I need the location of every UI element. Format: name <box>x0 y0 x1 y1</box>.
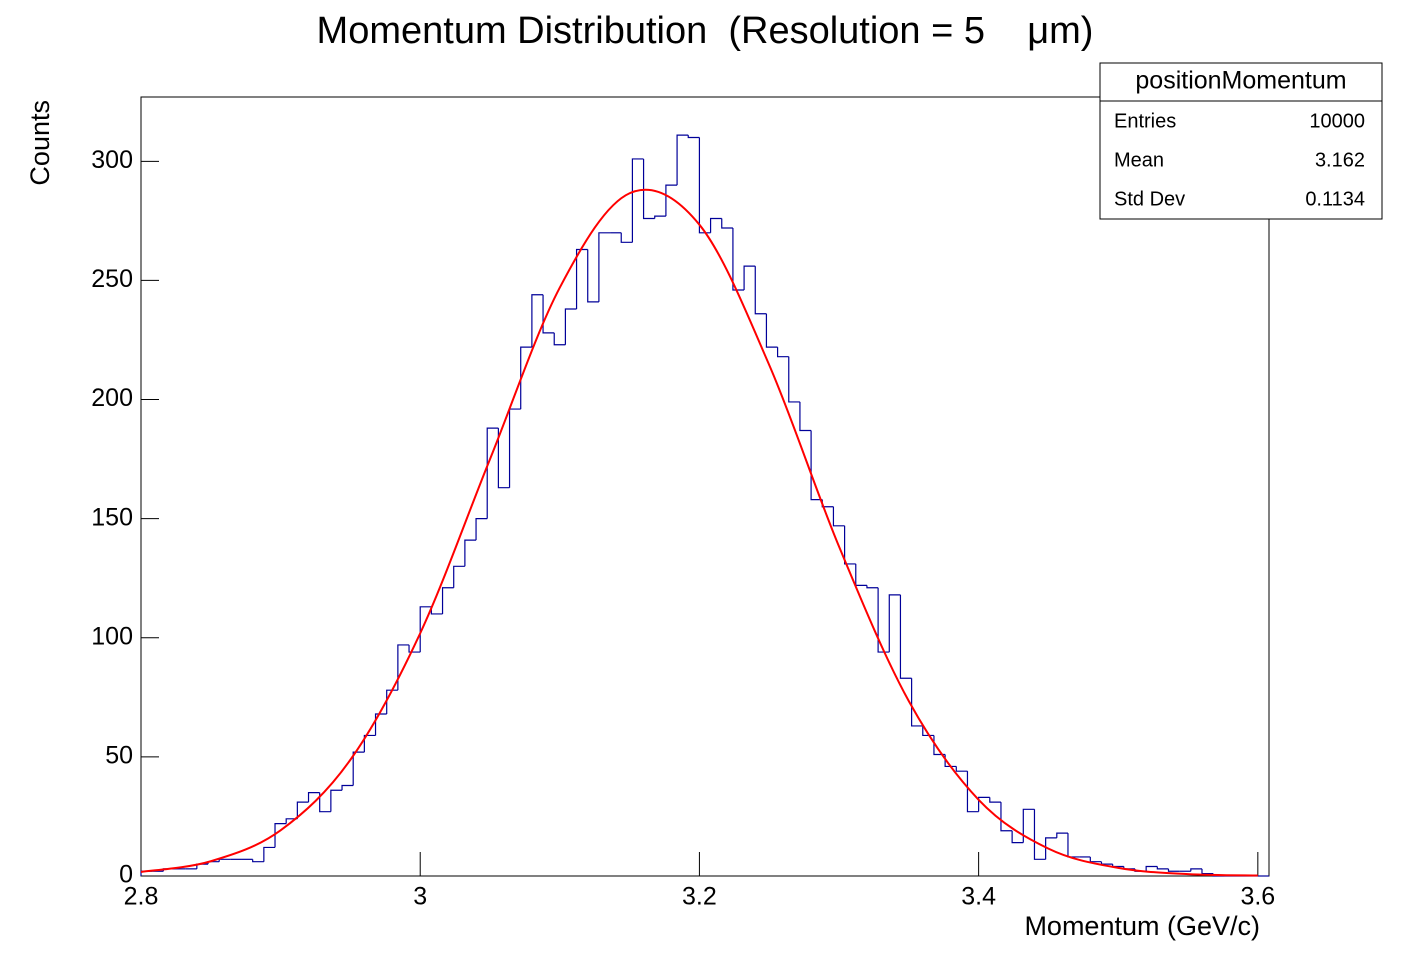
y-tick-label: 100 <box>91 622 133 650</box>
frame <box>140 96 1270 877</box>
y-axis-label: Counts <box>25 100 55 186</box>
histogram-bin <box>844 525 856 565</box>
histogram-bin <box>765 313 778 348</box>
histogram-bin <box>419 606 432 653</box>
histogram-bin <box>631 158 644 243</box>
histogram-bin <box>1045 837 1057 860</box>
histogram-bin <box>531 294 544 348</box>
y-tick-label: 300 <box>91 146 133 174</box>
histogram-bin <box>464 539 477 567</box>
histogram-bin <box>352 751 365 786</box>
histogram-bin <box>676 134 689 186</box>
histogram-bin <box>285 818 298 824</box>
histogram-bin <box>620 232 633 243</box>
histogram-bin <box>665 184 678 217</box>
y-tick-label: 250 <box>91 265 133 293</box>
fit-curve <box>140 188 1258 877</box>
stats-value: 0.1134 <box>1305 188 1365 210</box>
histogram-bin <box>1167 868 1180 872</box>
histogram-bin <box>274 822 287 848</box>
histogram-bin <box>810 430 823 501</box>
histogram-bin <box>732 228 745 291</box>
histogram-bin <box>575 248 588 310</box>
histogram-bin <box>1145 865 1158 872</box>
y-tick-label: 150 <box>91 503 133 531</box>
histogram-bin <box>397 644 410 691</box>
histogram-bin <box>799 401 812 432</box>
histogram-bin <box>453 565 465 588</box>
histogram-bin <box>1201 868 1214 875</box>
histogram-bin <box>642 158 655 220</box>
histogram-bin <box>263 846 276 862</box>
stats-label: Mean <box>1114 149 1164 171</box>
histogram-bin <box>877 587 890 653</box>
histogram-bin <box>553 332 566 346</box>
histogram-bin <box>341 784 354 791</box>
histogram-bin <box>542 294 555 334</box>
chart-title: Momentum Distribution (Resolution = 5 μm… <box>317 10 1094 52</box>
histogram-bin <box>832 506 845 527</box>
histogram-bin <box>743 265 756 290</box>
histogram-bin <box>1190 868 1202 872</box>
histogram-bin <box>888 594 901 653</box>
histogram-bin <box>1000 802 1013 832</box>
histogram-bin <box>598 232 611 302</box>
histogram-bin <box>911 678 923 727</box>
x-tick-label: 3.6 <box>1240 883 1275 911</box>
stats-label: Entries <box>1114 110 1176 132</box>
stats-title: positionMomentum <box>1135 67 1346 95</box>
histogram-bin <box>698 137 711 234</box>
histogram-bin <box>1022 808 1035 843</box>
histogram-bin <box>330 789 343 812</box>
y-tick-label: 0 <box>119 861 133 889</box>
histogram-bin <box>475 518 488 541</box>
histogram-bin <box>319 792 331 813</box>
x-axis-label: Momentum (GeV/c) <box>1024 911 1260 941</box>
histogram-bin <box>374 713 387 736</box>
histogram-bin <box>966 771 979 813</box>
histogram-bin <box>386 689 398 715</box>
histogram-bin <box>441 587 454 614</box>
y-tick-label: 50 <box>105 741 133 769</box>
histogram-bin <box>978 796 990 812</box>
x-tick-label: 3 <box>413 883 427 911</box>
x-tick-label: 2.8 <box>124 883 159 911</box>
histogram-bin <box>899 594 912 679</box>
histogram-bin <box>709 217 722 233</box>
histogram-bin <box>486 427 499 519</box>
histogram-bin <box>1033 809 1046 860</box>
y-tick-label: 200 <box>91 384 133 412</box>
histogram-bin <box>408 644 421 653</box>
x-tick-label: 3.4 <box>961 883 996 911</box>
histogram-bin <box>1011 830 1024 844</box>
histogram-bin <box>866 585 879 589</box>
histogram-bin <box>520 346 532 410</box>
histogram-bin <box>1156 866 1169 870</box>
histogram-bin <box>687 135 700 139</box>
stats-value: 3.162 <box>1315 149 1365 171</box>
histogram-bin <box>296 801 309 819</box>
histogram-bin <box>497 428 510 489</box>
histogram-bin <box>989 797 1001 803</box>
histogram-bin <box>307 792 320 803</box>
stats-box <box>1099 62 1383 220</box>
stats-label: Std Dev <box>1114 188 1185 210</box>
histogram-bin <box>955 766 968 772</box>
histogram-bin <box>788 356 800 403</box>
histogram-bin <box>564 308 577 345</box>
histogram-bin <box>252 859 264 863</box>
histogram-bin <box>363 734 376 753</box>
histogram-bin <box>721 218 733 229</box>
x-tick-label: 3.2 <box>682 883 717 911</box>
stats-value: 10000 <box>1309 110 1365 132</box>
histogram-bin <box>754 266 767 315</box>
histogram-bin <box>1056 832 1068 838</box>
histogram-bin <box>587 249 599 303</box>
histogram-bin <box>776 347 789 358</box>
histogram-bin <box>654 215 666 219</box>
